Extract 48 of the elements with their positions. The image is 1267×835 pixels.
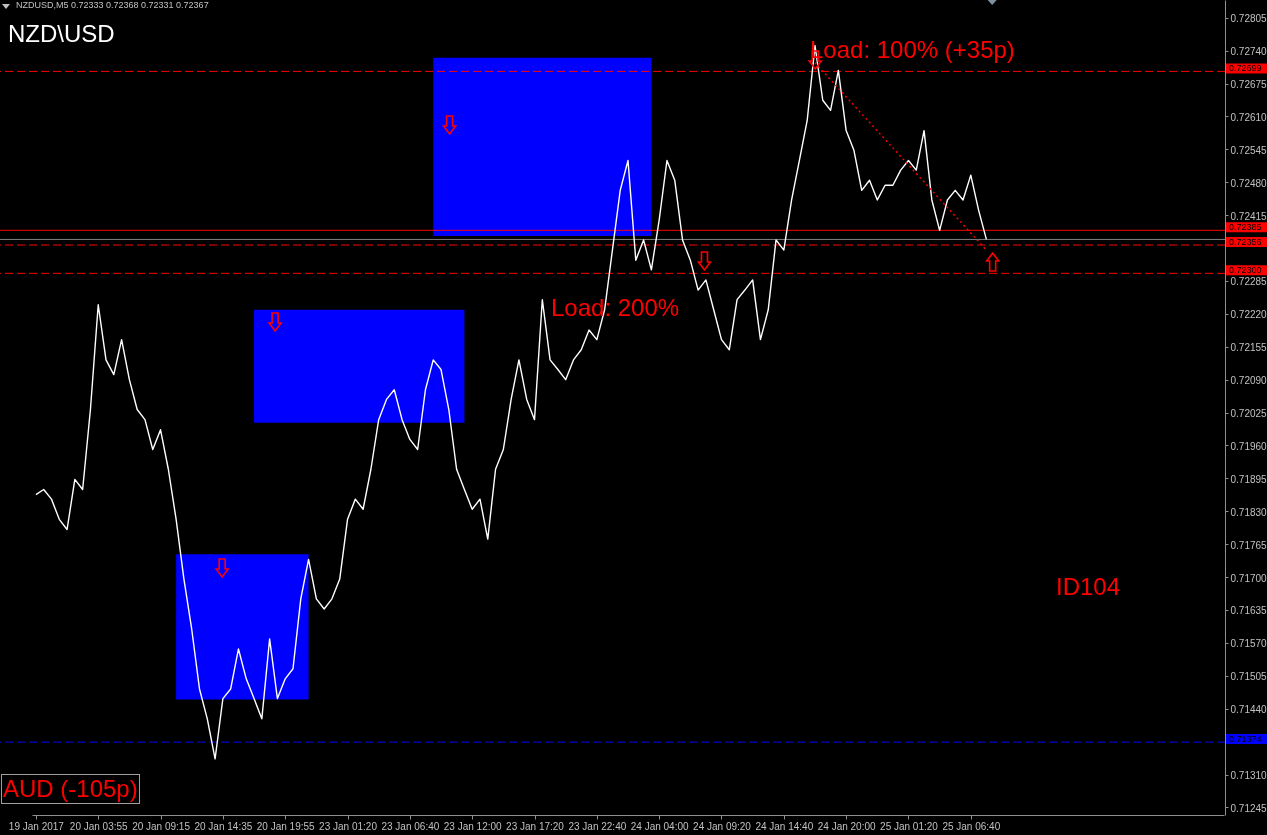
x-tick-label: 25 Jan 06:40: [942, 820, 1001, 832]
y-tick-label: 0.71635: [1230, 605, 1267, 617]
text: NZD\USD: [8, 20, 115, 48]
y-tick-label: 0.71895: [1230, 473, 1267, 485]
x-tick-label: 24 Jan 09:20: [693, 820, 752, 832]
x-tick-label: 24 Jan 04:00: [630, 820, 690, 832]
x-tick-label: 20 Jan 09:15: [132, 820, 191, 832]
y-tick-label: 0.72805: [1230, 13, 1267, 25]
ref-line-label: 0.72385: [1229, 222, 1262, 233]
y-tick-label: 0.72740: [1230, 46, 1267, 58]
y-tick-label: 0.72545: [1230, 144, 1267, 156]
y-tick-label: 0.72090: [1230, 375, 1267, 387]
y-tick-label: 0.71830: [1230, 506, 1267, 518]
y-tick-label: 0.71440: [1230, 704, 1267, 716]
x-tick-label: 24 Jan 20:00: [817, 820, 876, 832]
y-tick-label: 0.71765: [1230, 539, 1267, 551]
x-tick-label: 20 Jan 03:55: [69, 820, 129, 832]
ref-line-label: 0.72356: [1229, 237, 1262, 248]
y-tick-label: 0.71505: [1230, 671, 1267, 683]
ref-line-label: 0.72699: [1229, 63, 1262, 74]
ref-line-label: 0.71374: [1229, 734, 1262, 745]
y-tick-label: 0.72025: [1230, 408, 1267, 420]
y-tick-label: 0.72220: [1230, 309, 1267, 321]
ref-line-label: 0.72300: [1229, 265, 1262, 276]
y-tick-label: 0.72155: [1230, 342, 1267, 354]
x-tick-label: 24 Jan 14:40: [755, 820, 814, 832]
y-tick-label: 0.71570: [1230, 638, 1267, 650]
y-tick-label: 0.72285: [1230, 276, 1267, 288]
x-tick-label: 25 Jan 01:20: [880, 820, 939, 832]
y-tick-label: 0.71700: [1230, 572, 1267, 584]
x-tick-label: 23 Jan 01:20: [319, 820, 378, 832]
x-tick-label: 23 Jan 06:40: [381, 820, 440, 832]
x-tick-label: 19 Jan 2017: [8, 820, 65, 832]
x-tick-label: 23 Jan 17:20: [506, 820, 565, 832]
y-tick-label: 0.71960: [1230, 440, 1267, 452]
annotation: AUD (-105p): [1, 774, 140, 804]
y-tick-label: 0.72675: [1230, 79, 1267, 91]
y-tick-label: 0.71310: [1230, 770, 1267, 781]
y-tick-label: 0.71245: [1230, 802, 1267, 814]
annotation: ID104: [1056, 573, 1121, 601]
y-tick-label: 0.72480: [1230, 177, 1267, 189]
x-tick-label: 23 Jan 22:40: [568, 820, 627, 832]
y-tick-label: 0.72415: [1230, 210, 1267, 222]
chart-subtitle: NZDUSD,M5 0.72333 0.72368 0.72331 0.72367: [16, 0, 209, 10]
x-tick-label: 20 Jan 14:35: [194, 820, 253, 832]
x-tick-label: 20 Jan 19:55: [256, 820, 316, 832]
x-tick-label: 23 Jan 12:00: [443, 820, 503, 832]
y-tick-label: 0.72610: [1230, 111, 1267, 123]
